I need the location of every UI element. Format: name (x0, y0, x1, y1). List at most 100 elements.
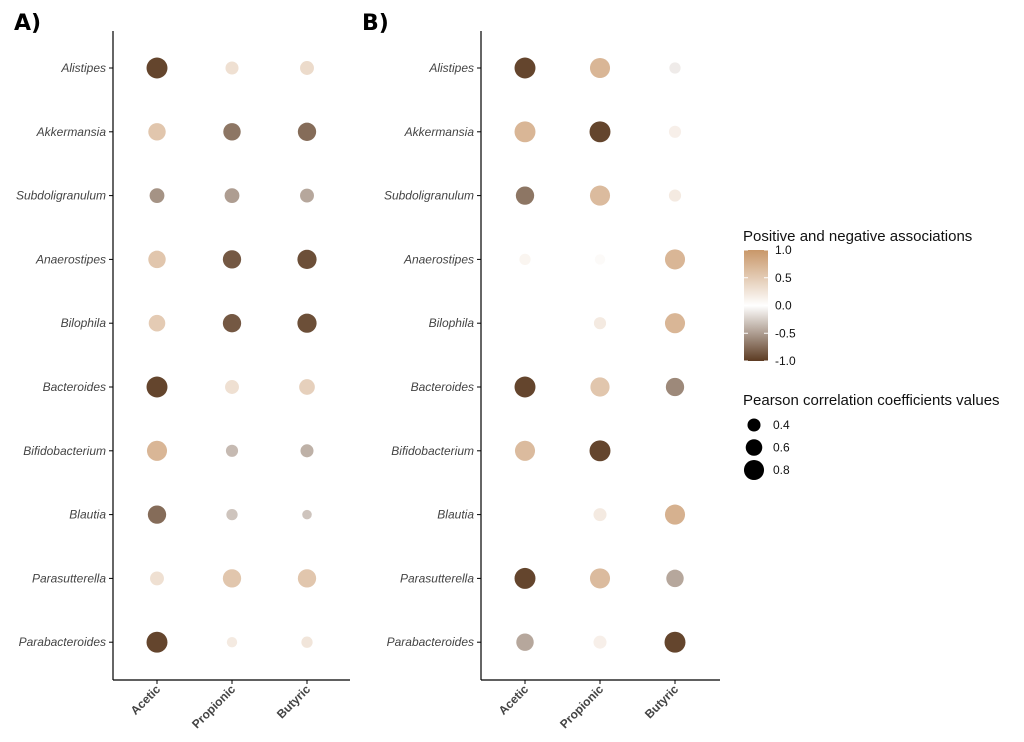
size-legend-dot (743, 459, 765, 481)
data-point (222, 314, 242, 333)
data-point (148, 314, 166, 332)
data-point (300, 444, 314, 458)
data-point (300, 61, 314, 75)
y-tick-label: Parasutterella (400, 571, 474, 585)
panel-a: A) Alistipes Akkermansia Subdoligranulum Ana… (14, 11, 350, 731)
data-point (147, 505, 167, 524)
data-point (146, 376, 168, 398)
data-point (665, 377, 685, 397)
y-tick-label: Bacteroides (43, 380, 106, 394)
data-point (225, 444, 239, 457)
data-point (148, 123, 166, 141)
y-tick-label: Parabacteroides (19, 635, 106, 649)
data-point (226, 637, 238, 648)
y-tick-label: Bilophila (61, 316, 107, 330)
data-point (514, 440, 536, 461)
x-tick-label: Acetic (496, 682, 532, 718)
y-tick-label: Subdoligranulum (16, 189, 106, 203)
colorbar-tick-label: 0.5 (775, 271, 792, 285)
data-point (666, 569, 684, 588)
x-tick-label: Propionic (557, 682, 606, 731)
data-point (297, 122, 317, 141)
data-point (146, 440, 168, 461)
color-legend-title: Positive and negative associations (743, 228, 972, 245)
data-point (670, 446, 680, 456)
data-point (149, 188, 165, 204)
size-legend-dot (747, 418, 761, 432)
y-tick-label: Bifidobacterium (23, 444, 106, 458)
data-point (150, 571, 164, 586)
data-point (224, 188, 240, 204)
data-point (222, 250, 242, 269)
colorbar-tick-label: -0.5 (775, 326, 796, 340)
y-tick-label: Parasutterella (32, 571, 106, 585)
data-point (589, 121, 611, 143)
data-point (302, 509, 312, 520)
size-legend-title: Pearson correlation coefficients values (743, 392, 1000, 409)
y-tick-label: Alistipes (60, 61, 106, 75)
y-tick-label: Alistipes (428, 61, 474, 75)
y-tick-label: Anaerostipes (403, 252, 474, 266)
data-point (589, 440, 611, 462)
data-point (514, 567, 536, 589)
y-tick-label: Bifidobacterium (391, 444, 474, 458)
data-point (520, 318, 530, 328)
data-point (299, 379, 315, 395)
data-point (146, 631, 168, 653)
data-point (226, 508, 238, 521)
data-point (225, 380, 239, 394)
y-tick-label: Anaerostipes (35, 252, 106, 266)
data-point (589, 568, 611, 589)
x-tick-label: Propionic (189, 682, 238, 731)
data-point (668, 189, 682, 202)
y-tick-label: Akkermansia (36, 125, 107, 139)
data-point (589, 185, 611, 206)
data-point (664, 504, 686, 525)
data-point (222, 569, 242, 588)
data-point (593, 508, 607, 522)
colorbar-tick-label: 0.0 (775, 299, 792, 313)
data-point (593, 635, 607, 649)
panel-label: A) (14, 11, 41, 36)
colorbar-ticks: 1.0 0.5 0.0 -0.5 -1.0 (744, 243, 796, 368)
colorbar-tick-label: 1.0 (775, 243, 792, 257)
data-point (664, 313, 686, 334)
size-legend-label: 0.4 (773, 418, 790, 432)
x-tick-label: Butyric (642, 682, 681, 721)
data-point (297, 249, 317, 269)
data-point (146, 57, 168, 79)
y-tick-label: Akkermansia (404, 125, 475, 139)
data-point (300, 188, 314, 203)
colorbar-tick-label: -1.0 (775, 354, 796, 368)
data-point (593, 317, 607, 330)
panels: A) Alistipes Akkermansia Subdoligranulum Ana… (14, 11, 720, 731)
data-point (515, 186, 535, 205)
panel-label: B) (362, 11, 389, 36)
data-point (297, 569, 317, 588)
data-point (514, 121, 536, 143)
size-legend-dot (745, 439, 763, 456)
data-point (589, 57, 611, 79)
data-point (514, 57, 536, 79)
x-tick-label: Acetic (128, 682, 164, 718)
data-point (668, 125, 682, 138)
data-point (148, 250, 166, 269)
y-tick-label: Bilophila (429, 316, 475, 330)
data-point (297, 313, 317, 333)
data-point (223, 123, 241, 141)
data-point (664, 631, 686, 653)
data-point (301, 636, 313, 648)
size-legend-keys: 0.4 0.6 0.8 (743, 418, 790, 481)
data-point (514, 376, 536, 398)
y-tick-label: Blautia (437, 508, 474, 522)
data-point (225, 61, 239, 75)
panel-b: B) Alistipes Akkermansia Subdoligranulum Ana… (362, 11, 720, 731)
y-tick-label: Parabacteroides (387, 635, 474, 649)
size-legend-label: 0.8 (773, 463, 790, 477)
data-point (519, 253, 531, 266)
y-tick-label: Blautia (69, 508, 106, 522)
data-point (516, 633, 534, 651)
y-tick-label: Bacteroides (411, 380, 474, 394)
data-point (664, 249, 686, 270)
